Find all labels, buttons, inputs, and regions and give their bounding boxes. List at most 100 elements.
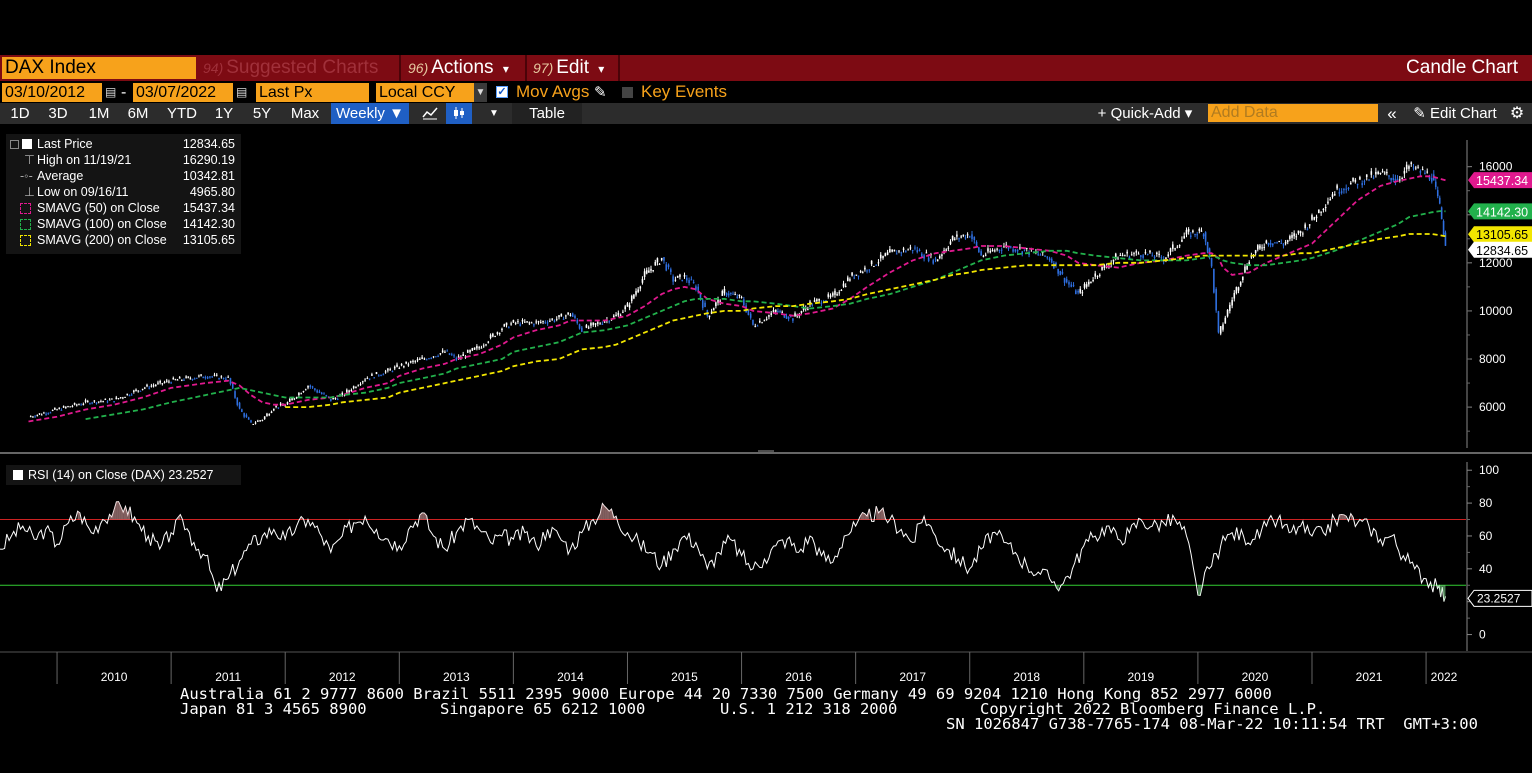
add-data-input[interactable]: Add Data — [1208, 104, 1378, 122]
legend-value: 14142.30 — [182, 217, 235, 231]
suggested-charts-menu[interactable]: 94) Suggested Charts — [203, 55, 378, 81]
period-1y-button[interactable]: 1Y — [214, 105, 234, 122]
price-tick-label: 6000 — [1479, 400, 1506, 414]
candle-body — [708, 315, 711, 318]
candle-body — [1187, 229, 1190, 232]
price-tag: 12834.65 — [1468, 241, 1532, 258]
period-3d-button[interactable]: 3D — [48, 105, 68, 122]
candle-body — [1304, 224, 1306, 228]
candle-body — [419, 358, 421, 360]
candle-body — [80, 404, 82, 406]
candle-body — [816, 299, 818, 302]
candle-body — [111, 398, 113, 400]
period-1d-button[interactable]: 1D — [10, 105, 30, 122]
calendar-icon[interactable]: ▤ — [105, 85, 117, 99]
edit-chart-button[interactable]: ✎ Edit Chart — [1408, 103, 1502, 124]
frequency-select[interactable]: Weekly ▼ — [331, 103, 409, 124]
start-date-field[interactable]: 03/10/2012 — [2, 83, 102, 102]
chart-style-dropdown-icon[interactable]: ▼ — [489, 108, 499, 119]
edit-menu[interactable]: 97) Edit ▾ — [533, 55, 604, 81]
menu-divider — [399, 55, 401, 81]
candle-body — [807, 309, 809, 311]
period-ytd-button[interactable]: YTD — [167, 105, 197, 122]
candle-body — [412, 360, 414, 363]
candle-body — [1075, 290, 1077, 295]
candle-body — [113, 401, 115, 403]
candle-body — [325, 395, 328, 397]
expand-icon[interactable] — [10, 140, 19, 149]
candle-body — [947, 247, 950, 249]
candle-body — [1083, 283, 1086, 288]
year-label: 2012 — [329, 670, 356, 684]
candle-body — [115, 397, 118, 400]
candle-body — [225, 378, 227, 380]
currency-select[interactable]: Local CCY — [376, 83, 474, 102]
candle-body — [295, 397, 298, 399]
quick-add-button[interactable]: + Quick-Add ▾ — [1097, 105, 1193, 122]
candle-body — [168, 381, 170, 383]
period-6m-button[interactable]: 6M — [127, 105, 149, 122]
candle-body — [1210, 257, 1213, 267]
candle-body — [95, 402, 98, 404]
price-field-select[interactable]: Last Px — [256, 83, 369, 102]
candle-body — [133, 390, 135, 392]
chart-type-label: Candle Chart — [1406, 57, 1518, 78]
overbought-fill — [120, 506, 124, 520]
candle-body — [1156, 252, 1158, 255]
candle-body — [994, 250, 996, 252]
ticker-input[interactable]: DAX Index — [2, 57, 196, 79]
rsi-tag: 23.2527 — [1467, 589, 1532, 607]
period-max-button[interactable]: Max — [290, 105, 320, 122]
candle-body — [1112, 259, 1115, 262]
candle-body — [688, 280, 690, 284]
candle-body — [1119, 255, 1122, 257]
square-icon — [13, 470, 23, 480]
currency-dropdown-icon[interactable]: ▼ — [474, 83, 487, 102]
candle-body — [546, 322, 549, 324]
candle-body — [1276, 242, 1278, 244]
candle-body — [1103, 264, 1106, 268]
overbought-fill — [1364, 518, 1367, 520]
calendar-icon[interactable]: ▤ — [236, 85, 248, 99]
candle-body — [1146, 253, 1149, 255]
candle-body — [1246, 265, 1248, 270]
end-date-field[interactable]: 03/07/2022 — [133, 83, 233, 102]
line-chart-icon[interactable] — [416, 103, 444, 124]
table-button[interactable]: Table — [512, 103, 582, 124]
candle-body — [1248, 262, 1251, 266]
mov-avgs-checkbox[interactable]: ✓ — [496, 86, 508, 98]
candle-body — [900, 252, 903, 254]
candle-body — [615, 314, 617, 317]
pencil-icon[interactable]: ✎ — [594, 84, 607, 101]
key-events-label[interactable]: Key Events — [641, 82, 727, 101]
candle-body — [517, 321, 519, 323]
candle-body — [1085, 284, 1088, 287]
key-events-checkbox[interactable] — [622, 87, 633, 98]
candle-body — [1237, 287, 1240, 291]
candle-body — [932, 260, 935, 264]
candle-body — [749, 313, 752, 318]
candle-body — [738, 294, 741, 296]
candle-body — [697, 286, 700, 293]
oversold-fill — [1443, 585, 1446, 602]
mov-avgs-label[interactable]: Mov Avgs — [516, 82, 590, 101]
candle-body — [293, 398, 296, 400]
candle-body — [189, 378, 192, 380]
candle-body — [717, 298, 719, 303]
candle-body — [191, 379, 194, 381]
overbought-fill — [867, 508, 870, 520]
candle-chart-icon[interactable] — [446, 103, 472, 124]
candle-body — [1176, 246, 1179, 248]
menu-divider — [618, 55, 620, 81]
actions-menu[interactable]: 96) Actions ▾ — [408, 55, 509, 81]
candle-body — [551, 318, 553, 320]
candle-body — [975, 241, 978, 246]
gear-icon[interactable]: ⚙ — [1509, 105, 1525, 122]
collapse-icon[interactable]: « — [1387, 104, 1397, 123]
period-1m-button[interactable]: 1M — [88, 105, 110, 122]
candle-body — [257, 420, 259, 422]
candle-body — [332, 397, 334, 400]
candle-body — [1137, 253, 1140, 255]
period-5y-button[interactable]: 5Y — [252, 105, 272, 122]
candle-body — [141, 388, 144, 390]
